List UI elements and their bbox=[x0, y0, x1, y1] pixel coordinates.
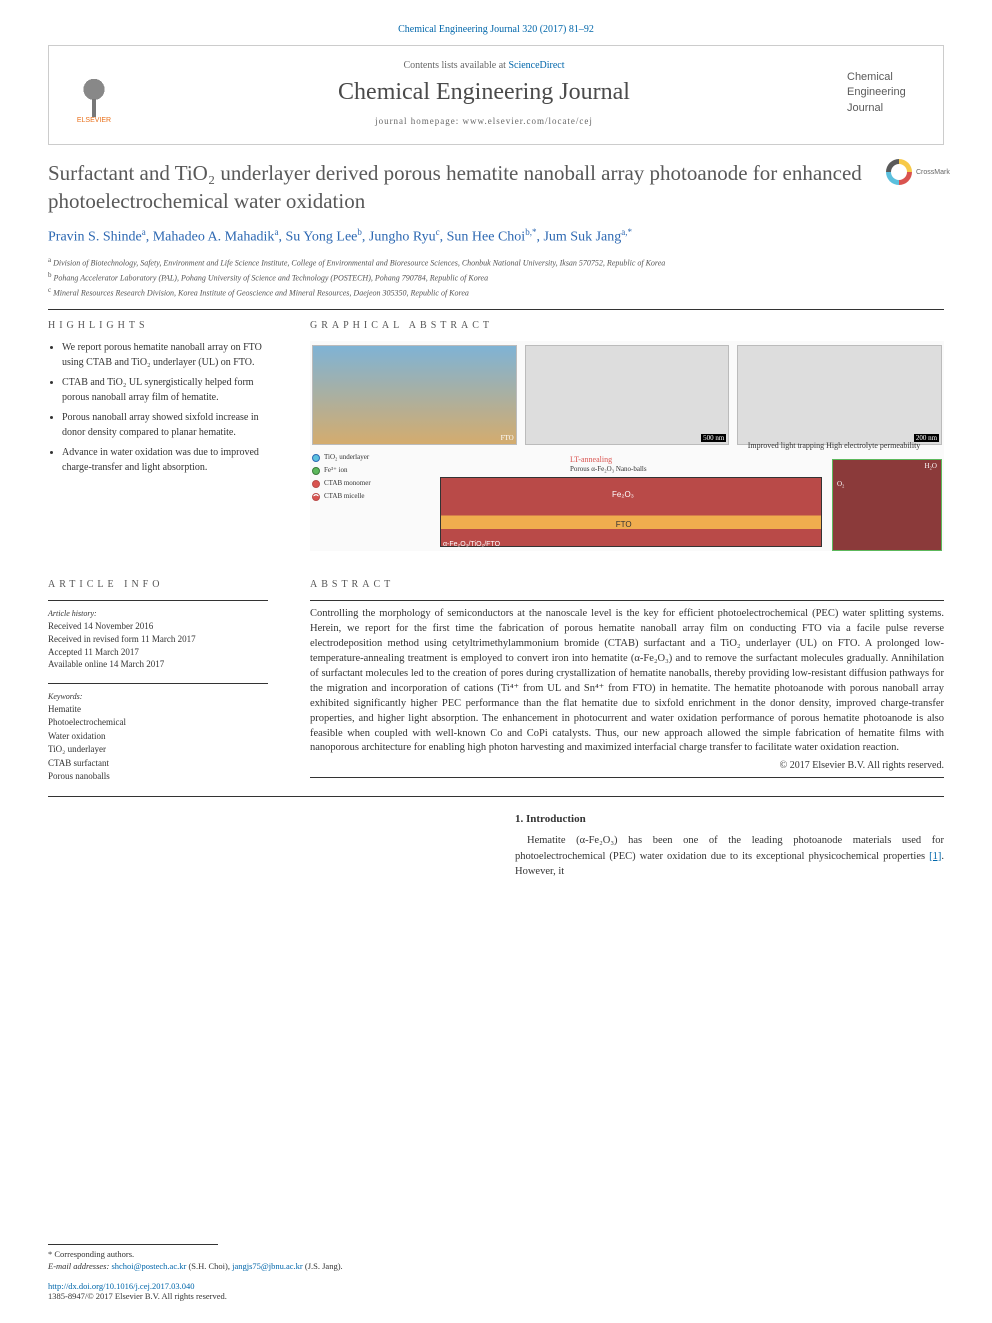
affiliation: a Division of Biotechnology, Safety, Env… bbox=[48, 255, 944, 270]
history-line: Received in revised form 11 March 2017 bbox=[48, 633, 268, 646]
legend-swatch-icon bbox=[312, 493, 320, 501]
highlight-item: We report porous hematite nanoball array… bbox=[62, 341, 268, 370]
highlights-list: We report porous hematite nanoball array… bbox=[48, 341, 268, 475]
legend-row: TiO₂ underlayer bbox=[312, 453, 422, 463]
contents-prefix: Contents lists available at bbox=[403, 60, 508, 71]
corresponding-authors: * Corresponding authors. E-mail addresse… bbox=[48, 1249, 944, 1273]
journal-title: Chemical Engineering Journal bbox=[121, 79, 847, 106]
porous-label: Porous α-Fe₂O₃ Nano-balls bbox=[570, 465, 647, 473]
ga-legend: TiO₂ underlayer Fe³⁺ ion CTAB monomer CTAB … bbox=[312, 453, 422, 551]
legend-row: CTAB micelle bbox=[312, 492, 422, 502]
publisher-name: ELSEVIER bbox=[77, 117, 111, 124]
affiliation: b Pohang Accelerator Laboratory (PAL), P… bbox=[48, 270, 944, 285]
history-heading: Article history: bbox=[48, 609, 268, 618]
history-lines: Received 14 November 2016Received in rev… bbox=[48, 620, 268, 670]
keyword: CTAB surfactant bbox=[48, 757, 268, 771]
right-column: GRAPHICAL ABSTRACT FTO 500 nm 200 nm Imp… bbox=[310, 320, 944, 551]
ga-fto-label: FTO bbox=[501, 434, 514, 442]
history-line: Available online 14 March 2017 bbox=[48, 658, 268, 671]
homepage-prefix: journal homepage: bbox=[375, 116, 462, 126]
elsevier-tree-icon bbox=[72, 71, 116, 117]
citation-line: Chemical Engineering Journal 320 (2017) … bbox=[48, 24, 944, 35]
legend-swatch-icon bbox=[312, 480, 320, 488]
legend-row: CTAB monomer bbox=[312, 479, 422, 489]
intro-body: Hematite (α-Fe₂O₃) has been one of the l… bbox=[515, 833, 944, 879]
ga-panel-sem-200: 200 nm bbox=[737, 345, 942, 445]
layer-fto: FTO bbox=[616, 520, 632, 529]
scale-bar-500: 500 nm bbox=[701, 434, 726, 442]
keyword: Water oxidation bbox=[48, 730, 268, 744]
abstract-heading: ABSTRACT bbox=[310, 579, 944, 590]
copyright-line: © 2017 Elsevier B.V. All rights reserved… bbox=[310, 760, 944, 771]
legend-label: CTAB micelle bbox=[324, 492, 364, 502]
legend-row: Fe³⁺ ion bbox=[312, 466, 422, 476]
keywords-list: HematitePhotoelectrochemicalWater oxidat… bbox=[48, 703, 268, 784]
section-divider bbox=[48, 796, 944, 797]
contents-line: Contents lists available at ScienceDirec… bbox=[121, 60, 847, 71]
left-column: HIGHLIGHTS We report porous hematite nan… bbox=[48, 320, 268, 551]
ga-caption-top: Improved light trapping High electrolyte… bbox=[744, 441, 924, 451]
history-line: Received 14 November 2016 bbox=[48, 620, 268, 633]
elsevier-logo: ELSEVIER bbox=[67, 62, 121, 124]
homepage-line: journal homepage: www.elsevier.com/locat… bbox=[121, 116, 847, 126]
issn-rights: 1385-8947/© 2017 Elsevier B.V. All right… bbox=[48, 1291, 944, 1301]
article-title: Surfactant and TiO₂ underlayer derived p… bbox=[48, 159, 866, 216]
layer-stack: α-Fe₂O₃/TiO₂/FTO bbox=[443, 541, 500, 548]
lt-annealing-label: LT-annealing bbox=[570, 455, 612, 464]
header-center: Contents lists available at ScienceDirec… bbox=[121, 60, 847, 126]
legend-label: TiO₂ underlayer bbox=[324, 453, 369, 463]
highlight-item: Porous nanoball array showed sixfold inc… bbox=[62, 411, 268, 440]
doi-link[interactable]: http://dx.doi.org/10.1016/j.cej.2017.03.… bbox=[48, 1281, 944, 1291]
homepage-url[interactable]: www.elsevier.com/locate/cej bbox=[463, 116, 593, 126]
keyword: Photoelectrochemical bbox=[48, 716, 268, 730]
affiliation-list: a Division of Biotechnology, Safety, Env… bbox=[48, 255, 944, 299]
legend-label: CTAB monomer bbox=[324, 479, 371, 489]
abstract-text: Controlling the morphology of semiconduc… bbox=[310, 607, 944, 756]
ga-layered-block: Fe₂O₃ FTO α-Fe₂O₃/TiO₂/FTO bbox=[440, 477, 822, 547]
journal-brand-cover: Chemical Engineering Journal bbox=[847, 54, 925, 132]
intro-heading: 1. Introduction bbox=[515, 813, 944, 825]
keyword: Porous nanoballs bbox=[48, 770, 268, 784]
keyword: Hematite bbox=[48, 703, 268, 717]
divider bbox=[48, 309, 944, 310]
graphical-abstract-figure: FTO 500 nm 200 nm Improved light trappin… bbox=[310, 341, 944, 551]
ga-panel-schematic: FTO bbox=[312, 345, 517, 445]
footnote-rule bbox=[48, 1244, 218, 1245]
keywords-heading: Keywords: bbox=[48, 692, 268, 701]
author-list: Pravin S. Shindea, Mahadeo A. Mahadika, … bbox=[48, 226, 944, 248]
legend-swatch-icon bbox=[312, 467, 320, 475]
article-info-block: ARTICLE INFO Article history: Received 1… bbox=[48, 579, 268, 784]
keyword: TiO₂ underlayer bbox=[48, 743, 268, 757]
ga-arrow-label: LT-annealing Porous α-Fe₂O₃ Nano-balls bbox=[570, 455, 647, 473]
journal-header: ELSEVIER Contents lists available at Sci… bbox=[48, 45, 944, 145]
layer-fe2o3: Fe₂O₃ bbox=[612, 490, 634, 499]
legend-swatch-icon bbox=[312, 454, 320, 462]
graphical-abstract-heading: GRAPHICAL ABSTRACT bbox=[310, 320, 944, 331]
highlight-item: Advance in water oxidation was due to im… bbox=[62, 446, 268, 475]
ga-panel-sem-500: 500 nm bbox=[525, 345, 730, 445]
sciencedirect-link[interactable]: ScienceDirect bbox=[508, 60, 564, 71]
crossmark-icon bbox=[886, 159, 912, 185]
ga-schematic: LT-annealing Porous α-Fe₂O₃ Nano-balls F… bbox=[430, 453, 942, 551]
highlights-heading: HIGHLIGHTS bbox=[48, 320, 268, 331]
h2o-label: H₂O bbox=[924, 462, 937, 470]
o2-label: O₂ bbox=[837, 480, 845, 488]
corr-email[interactable]: jangjs75@jbnu.ac.kr bbox=[232, 1261, 303, 1271]
corr-label: * Corresponding authors. bbox=[48, 1249, 944, 1261]
history-line: Accepted 11 March 2017 bbox=[48, 646, 268, 659]
page-footer: * Corresponding authors. E-mail addresse… bbox=[48, 1244, 944, 1301]
ga-zoom-inset: H₂O O₂ bbox=[832, 459, 942, 551]
highlight-item: CTAB and TiO₂ UL synergistically helped … bbox=[62, 376, 268, 405]
legend-label: Fe³⁺ ion bbox=[324, 466, 348, 476]
corr-email[interactable]: shchoi@postech.ac.kr bbox=[111, 1261, 186, 1271]
affiliation: c Mineral Resources Research Division, K… bbox=[48, 285, 944, 300]
article-info-heading: ARTICLE INFO bbox=[48, 579, 268, 590]
email-label: E-mail addresses: bbox=[48, 1261, 109, 1271]
crossmark-label: CrossMark bbox=[916, 169, 950, 176]
ref-link-1[interactable]: [1] bbox=[929, 851, 941, 862]
intro-column: 1. Introduction Hematite (α-Fe₂O₃) has b… bbox=[515, 813, 944, 879]
crossmark-badge[interactable]: CrossMark bbox=[886, 159, 944, 185]
footer-left-col bbox=[48, 813, 477, 879]
abstract-block: ABSTRACT Controlling the morphology of s… bbox=[310, 579, 944, 784]
